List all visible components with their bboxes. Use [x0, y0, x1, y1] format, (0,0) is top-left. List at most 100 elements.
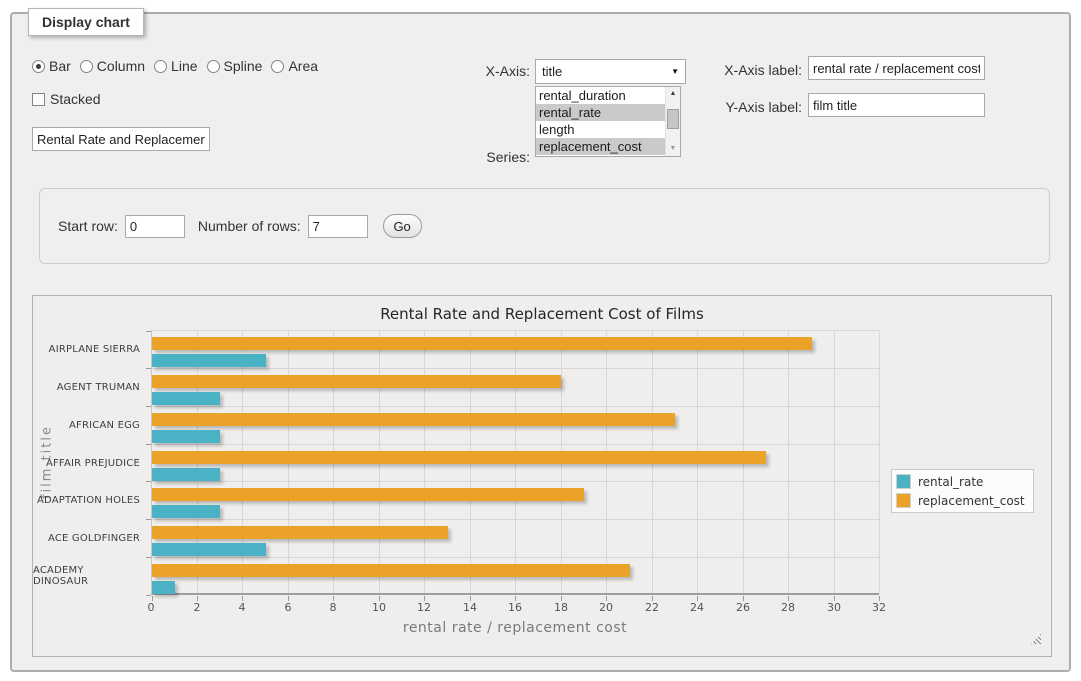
- radio-icon[interactable]: [80, 60, 93, 73]
- series-label: Series:: [442, 149, 530, 165]
- chart-type-radios: Bar Column Line Spline Area: [32, 58, 327, 74]
- y-axis-category-labels: AIRPLANE SIERRAAGENT TRUMANAFRICAN EGGAF…: [33, 330, 145, 595]
- category-label: AFFAIR PREJUDICE: [33, 444, 140, 482]
- category-label: ADAPTATION HOLES: [33, 481, 140, 519]
- category-label: AIRPLANE SIERRA: [33, 330, 140, 368]
- go-button[interactable]: Go: [383, 214, 422, 238]
- bar-rental_rate: [152, 581, 175, 594]
- legend-swatch: [896, 474, 911, 489]
- legend-item: rental_rate: [896, 474, 1025, 489]
- tick-mark: [146, 481, 151, 482]
- gridline: [152, 368, 879, 369]
- tick-mark: [146, 557, 151, 558]
- bar-rental_rate: [152, 354, 266, 367]
- chart-type-option-area[interactable]: Area: [271, 58, 318, 74]
- x-tick-label: 24: [679, 601, 715, 614]
- xaxis-select[interactable]: title ▼: [535, 59, 686, 84]
- tick-mark: [146, 406, 151, 407]
- x-tick-label: 30: [816, 601, 852, 614]
- bar-rental_rate: [152, 468, 220, 481]
- chart-title-input[interactable]: [32, 127, 210, 151]
- x-tick-label: 16: [497, 601, 533, 614]
- series-options: rental_durationrental_ratelengthreplacem…: [536, 87, 665, 156]
- radio-label: Column: [97, 58, 145, 74]
- gridline: [152, 519, 879, 520]
- bar-replacement_cost: [152, 375, 561, 388]
- x-tick-label: 18: [543, 601, 579, 614]
- x-tick-label: 4: [224, 601, 260, 614]
- yaxis-label-label: Y-Axis label:: [702, 99, 802, 115]
- series-option-rental_rate[interactable]: rental_rate: [536, 104, 665, 121]
- gridline: [152, 444, 879, 445]
- bar-rental_rate: [152, 430, 220, 443]
- x-tick-label: 20: [588, 601, 624, 614]
- radio-label: Spline: [224, 58, 263, 74]
- legend-label: rental_rate: [918, 475, 983, 489]
- radio-icon[interactable]: [32, 60, 45, 73]
- x-tick-label: 10: [361, 601, 397, 614]
- radio-label: Line: [171, 58, 197, 74]
- chart-container: Rental Rate and Replacement Cost of Film…: [32, 295, 1052, 657]
- radio-icon[interactable]: [271, 60, 284, 73]
- chevron-down-icon: ▼: [671, 67, 679, 76]
- series-listbox[interactable]: rental_durationrental_ratelengthreplacem…: [535, 86, 681, 157]
- stacked-label: Stacked: [50, 91, 101, 107]
- radio-label: Bar: [49, 58, 71, 74]
- gridline: [834, 331, 835, 593]
- chart-type-option-line[interactable]: Line: [154, 58, 197, 74]
- tick-mark: [146, 368, 151, 369]
- chart-type-option-column[interactable]: Column: [80, 58, 145, 74]
- chart-title: Rental Rate and Replacement Cost of Film…: [33, 305, 1051, 323]
- start-row-input[interactable]: [125, 215, 185, 238]
- series-scrollbar[interactable]: ▲ ▼: [665, 87, 680, 156]
- legend-label: replacement_cost: [918, 494, 1025, 508]
- chart-type-option-spline[interactable]: Spline: [207, 58, 263, 74]
- series-option-rental_duration[interactable]: rental_duration: [536, 87, 665, 104]
- category-label: AGENT TRUMAN: [33, 368, 140, 406]
- bar-replacement_cost: [152, 488, 584, 501]
- bar-rental_rate: [152, 392, 220, 405]
- xaxis-label-label: X-Axis label:: [702, 62, 802, 78]
- gridline: [152, 406, 879, 407]
- bar-replacement_cost: [152, 526, 448, 539]
- radio-icon[interactable]: [154, 60, 167, 73]
- x-tick-label: 8: [315, 601, 351, 614]
- yaxis-label-input[interactable]: [808, 93, 985, 117]
- pager-panel: Start row: Number of rows: Go: [39, 188, 1050, 264]
- x-tick-label: 12: [406, 601, 442, 614]
- series-option-replacement_cost[interactable]: replacement_cost: [536, 138, 665, 155]
- stacked-control[interactable]: Stacked: [32, 91, 101, 107]
- chart-type-option-bar[interactable]: Bar: [32, 58, 71, 74]
- radio-label: Area: [288, 58, 318, 74]
- x-tick-label: 22: [634, 601, 670, 614]
- xaxis-select-value: title: [542, 64, 562, 79]
- num-rows-label: Number of rows:: [198, 218, 301, 234]
- bar-replacement_cost: [152, 413, 675, 426]
- plot-area: [151, 330, 879, 595]
- series-option-length[interactable]: length: [536, 121, 665, 138]
- x-tick-label: 32: [861, 601, 897, 614]
- scrollbar-thumb[interactable]: [667, 109, 679, 129]
- bar-rental_rate: [152, 505, 220, 518]
- num-rows-input[interactable]: [308, 215, 368, 238]
- x-axis-tick-labels: 02468101214161820222426283032: [151, 601, 880, 614]
- category-label: ACADEMY DINOSAUR: [33, 557, 140, 595]
- gridline: [152, 557, 879, 558]
- resize-handle-icon[interactable]: [1031, 634, 1041, 644]
- gridline: [788, 331, 789, 593]
- bar-replacement_cost: [152, 564, 630, 577]
- x-tick-label: 26: [725, 601, 761, 614]
- scroll-down-icon[interactable]: ▼: [666, 142, 680, 156]
- gridline: [152, 481, 879, 482]
- legend-item: replacement_cost: [896, 493, 1025, 508]
- radio-icon[interactable]: [207, 60, 220, 73]
- stacked-checkbox[interactable]: [32, 93, 45, 106]
- scroll-up-icon[interactable]: ▲: [666, 87, 680, 101]
- start-row-label: Start row:: [58, 218, 118, 234]
- legend-swatch: [896, 493, 911, 508]
- category-label: ACE GOLDFINGER: [33, 519, 140, 557]
- tick-mark: [146, 519, 151, 520]
- x-tick-label: 14: [452, 601, 488, 614]
- tick-mark: [146, 595, 151, 596]
- xaxis-label-input[interactable]: [808, 56, 985, 80]
